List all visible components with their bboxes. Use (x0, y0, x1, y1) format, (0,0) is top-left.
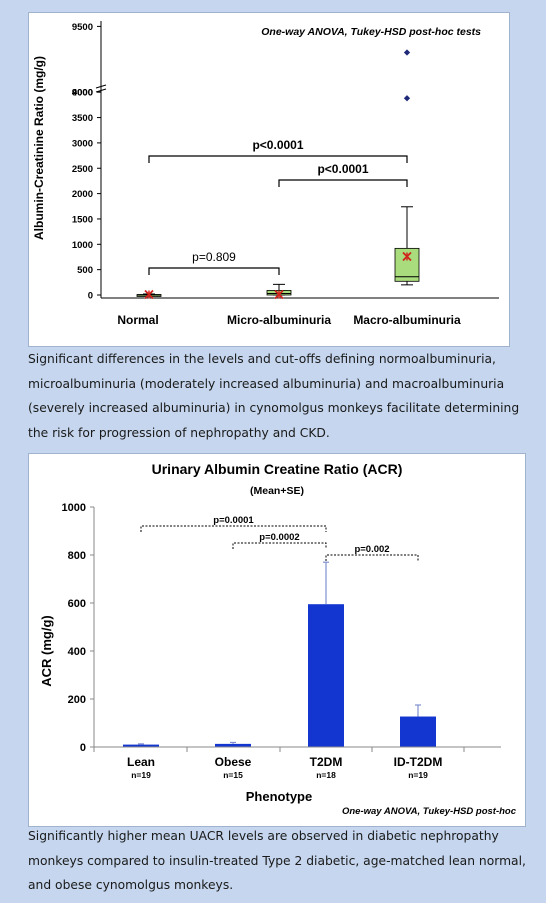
significance-bracket (325, 554, 419, 561)
bar (215, 743, 251, 747)
y-tick-label: 500 (77, 265, 93, 276)
x-category-label: Macro-albuminuria (353, 313, 461, 327)
outlier-point (403, 95, 411, 102)
p-value-label: p=0.0002 (259, 532, 299, 543)
barchart-panel: Urinary Albumin Creatine Ratio (ACR) (Me… (28, 453, 526, 827)
y-tick-label: 1000 (72, 240, 93, 251)
outlier-point (403, 49, 411, 56)
p-value-label: p=0.002 (354, 544, 389, 555)
significance-bracket (148, 155, 408, 163)
caption-top: Significant differences in the levels an… (28, 352, 520, 440)
y-tick-label: 2000 (72, 189, 93, 200)
bar (123, 744, 159, 747)
y-tick-label: 800 (68, 550, 86, 562)
mean-marker (274, 289, 284, 300)
p-value-label: p=0.0001 (213, 515, 254, 526)
mean-marker (144, 289, 154, 300)
mean-marker (402, 251, 412, 262)
y-tick-label: 4000 (72, 88, 93, 99)
x-axis-label: Phenotype (246, 789, 312, 804)
significance-bracket (140, 525, 327, 532)
p-value-label: p<0.0001 (252, 138, 303, 152)
caption-bottom: Significantly higher mean UACR levels ar… (28, 829, 526, 892)
p-value-label: p<0.0001 (317, 162, 368, 176)
y-tick-label: 0 (80, 742, 86, 754)
y-tick-label: 1000 (62, 502, 86, 514)
significance-bracket (148, 267, 280, 275)
stats-note: One-way ANOVA, Tukey-HSD post-hoc tests (261, 26, 481, 38)
chart-title: Urinary Albumin Creatine Ratio (ACR) (152, 461, 403, 477)
x-category-label: T2DM (310, 755, 343, 769)
y-tick-label: 200 (68, 694, 86, 706)
x-category-label: ID-T2DM (394, 755, 443, 769)
y-tick-label: 9500 (72, 22, 93, 33)
sample-size-label: n=19 (131, 770, 151, 780)
y-tick-label: 400 (68, 646, 86, 658)
y-tick-label: 0 (88, 291, 93, 302)
x-category-label: Normal (117, 313, 158, 327)
y-tick-label: 1500 (72, 214, 93, 225)
x-category-label: Micro-albuminuria (227, 313, 331, 327)
x-category-label: Lean (127, 755, 155, 769)
bar-chart: Urinary Albumin Creatine Ratio (ACR) (Me… (39, 461, 517, 817)
bar (400, 716, 436, 747)
y-tick-label: 3000 (72, 138, 93, 149)
stats-note: One-way ANOVA, Tukey-HSD post-hoc (342, 806, 517, 817)
p-value-label: p=0.809 (192, 250, 236, 264)
y-tick-label: 2500 (72, 164, 93, 175)
significance-bracket (278, 179, 408, 187)
y-tick-label: 3500 (72, 113, 93, 124)
y-axis-label: Albumin-Creatinine Ratio (mg/g) (32, 56, 46, 240)
y-tick-label: 9000 (72, 88, 93, 99)
bar (308, 604, 344, 747)
y-tick-label: 600 (68, 598, 86, 610)
significance-bracket (232, 542, 327, 549)
x-category-label: Obese (215, 755, 252, 769)
sample-size-label: n=19 (408, 770, 428, 780)
sample-size-label: n=15 (223, 770, 243, 780)
y-axis-label: ACR (mg/g) (39, 615, 54, 687)
sample-size-label: n=18 (316, 770, 336, 780)
boxplot-panel: 0 500 1000 1500 2000 2500 3000 3500 4000 9000 9500… (28, 12, 510, 347)
chart-subtitle: (Mean+SE) (250, 485, 304, 497)
